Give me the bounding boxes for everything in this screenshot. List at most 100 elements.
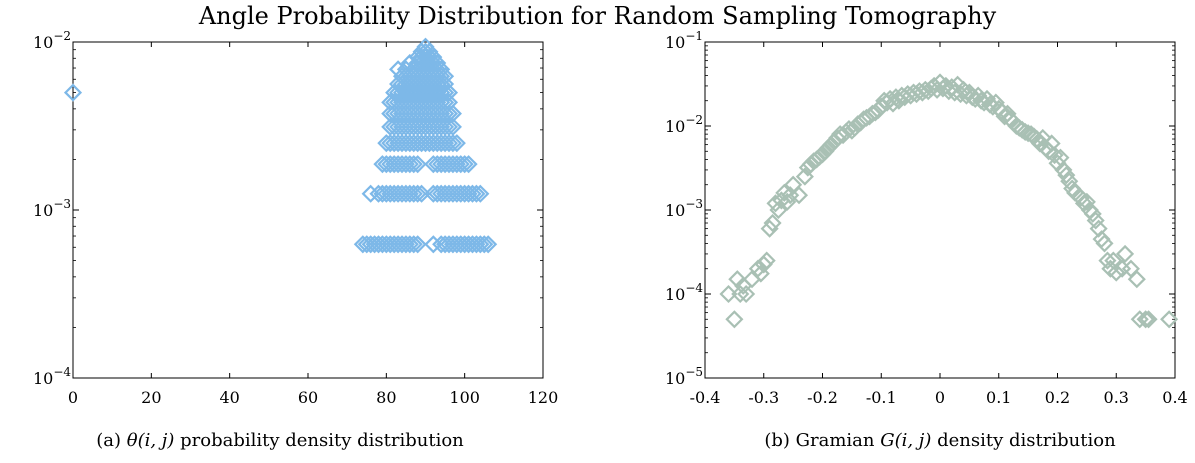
data-point-a [432, 104, 451, 123]
data-point-a [361, 184, 380, 203]
y-tick-label-a: 10−3 [33, 197, 71, 220]
data-point-a [381, 134, 400, 153]
data-point-a [400, 104, 419, 123]
data-point-a [381, 117, 400, 136]
data-point-a [392, 155, 412, 174]
x-tick-label-b: 0.4 [1162, 388, 1187, 407]
data-point-a [432, 134, 451, 153]
data-point-a [436, 104, 455, 123]
data-point-b [883, 94, 903, 113]
data-point-a [416, 104, 435, 123]
y-tick-label-b: 10−1 [665, 29, 703, 52]
data-point-a [436, 184, 455, 203]
data-point-a [353, 235, 372, 254]
data-point-a [424, 155, 443, 174]
data-point-a [361, 235, 380, 254]
data-point-b [760, 219, 779, 238]
data-point-b [1060, 172, 1079, 191]
data-point-a [439, 155, 459, 174]
data-point-a [389, 134, 408, 153]
data-point-a [404, 155, 423, 174]
data-point-b [1016, 122, 1035, 141]
panel-a-theta-distribution: 0 20 40 60 80 100 120 10−4 10−3 10−2 [33, 29, 558, 407]
x-tick-label-b: 0.2 [1045, 388, 1070, 407]
data-point-a [404, 104, 423, 123]
data-point-a [385, 134, 404, 153]
data-point-a [389, 155, 408, 174]
data-point-a [396, 235, 415, 254]
data-point-a [373, 184, 392, 203]
data-point-a [451, 235, 470, 254]
data-point-a [432, 117, 451, 136]
data-point-a [443, 155, 462, 174]
data-point-b [1054, 160, 1073, 179]
data-point-a [463, 235, 482, 254]
data-point-a [408, 104, 427, 123]
x-tick-label-a: 40 [219, 388, 239, 407]
data-point-a [404, 117, 423, 136]
data-point-a [439, 235, 459, 254]
data-point-b [951, 85, 970, 104]
data-point-a [63, 83, 83, 102]
data-point-a [408, 134, 427, 153]
data-point-a [416, 134, 435, 153]
data-point-a [400, 155, 419, 174]
data-point-a [467, 184, 486, 203]
data-point-a [408, 155, 427, 174]
data-point-b [1077, 192, 1096, 211]
data-point-a [392, 184, 412, 203]
caption-a-suffix: probability density distribution [174, 430, 464, 451]
data-point-b [748, 259, 767, 278]
data-point-a [369, 184, 388, 203]
data-point-a [365, 235, 384, 254]
y-tick-label-b: 10−5 [665, 365, 703, 388]
data-point-b [1098, 251, 1117, 270]
data-point-a [455, 184, 474, 203]
data-point-a [420, 134, 439, 153]
data-point-a [424, 184, 443, 203]
data-point-a [424, 117, 443, 136]
data-point-a [408, 184, 427, 203]
data-point-a [400, 134, 419, 153]
data-point-a [385, 184, 404, 203]
data-point-a [455, 155, 474, 174]
data-point-b [1127, 270, 1146, 289]
data-point-a [389, 60, 408, 79]
data-point-a [392, 235, 412, 254]
data-point-a [420, 117, 439, 136]
data-point-a [404, 134, 423, 153]
data-point-a [416, 117, 435, 136]
x-tick-label-b: -0.2 [807, 388, 838, 407]
data-point-a [471, 235, 490, 254]
data-point-a [443, 104, 462, 123]
data-point-a [475, 235, 494, 254]
data-point-a [373, 235, 392, 254]
data-point-a [443, 235, 462, 254]
data-point-a [400, 117, 419, 136]
data-point-a [385, 117, 404, 136]
data-point-a [412, 134, 431, 153]
data-point-a [436, 235, 455, 254]
data-point-a [420, 104, 439, 123]
panel-b-gramian-distribution: -0.4 -0.3 -0.2 -0.1 0 0.1 0.2 0.3 0.4 10−5 10−4 10−… [665, 29, 1188, 407]
caption-a-symbol: θ [126, 430, 138, 451]
x-tick-label-a: 100 [449, 388, 480, 407]
data-point-a [389, 235, 408, 254]
data-point-b [1116, 244, 1135, 263]
data-point-a [447, 235, 466, 254]
data-point-b [789, 186, 809, 205]
data-point-a [400, 184, 419, 203]
data-point-a [377, 134, 396, 153]
data-point-a [443, 117, 462, 136]
data-point-b [975, 93, 994, 112]
y-tick-label-a: 10−4 [33, 365, 71, 388]
data-point-b [1095, 234, 1114, 253]
data-point-a [416, 37, 435, 56]
data-point-b [1136, 310, 1155, 329]
data-point-a [392, 104, 412, 123]
data-point-a [396, 134, 415, 153]
data-point-a [459, 155, 478, 174]
data-point-a [392, 117, 412, 136]
data-point-a [396, 184, 415, 203]
data-point-a [428, 155, 447, 174]
